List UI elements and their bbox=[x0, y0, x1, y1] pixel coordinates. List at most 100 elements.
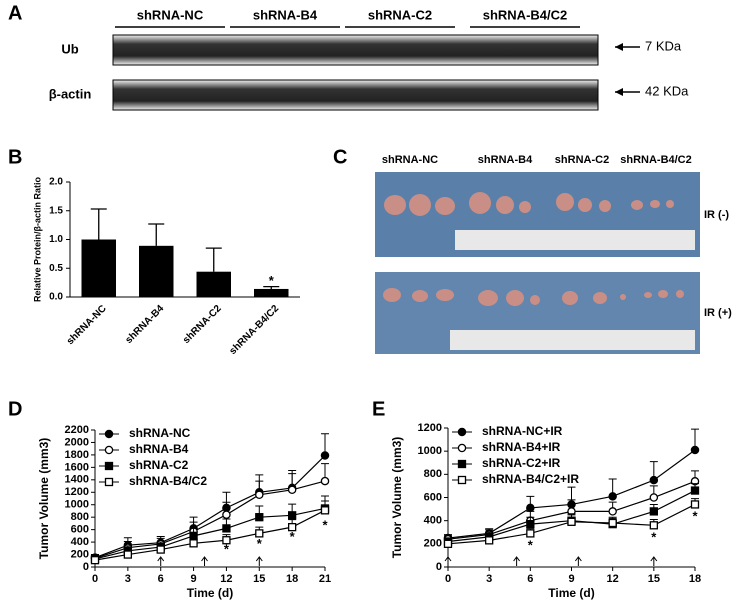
treatment-arrow bbox=[513, 556, 521, 566]
x-tick-label: 12 bbox=[220, 573, 232, 585]
y-tick-label: 2000 bbox=[65, 436, 89, 448]
y-tick-label: 0.0 bbox=[49, 292, 63, 303]
point bbox=[189, 539, 198, 548]
y-tick-label: 1400 bbox=[65, 474, 89, 486]
series-line bbox=[94, 480, 326, 559]
legend-label: shRNA-B4/C2 bbox=[129, 474, 207, 488]
point bbox=[649, 507, 658, 516]
bar bbox=[81, 239, 116, 297]
legend-label: shRNA-B4 bbox=[129, 442, 189, 456]
legend-marker bbox=[104, 429, 114, 439]
photo-group: shRNA-NC bbox=[382, 154, 438, 166]
legend-label: shRNA-NC bbox=[129, 426, 191, 440]
point bbox=[649, 475, 659, 485]
treatment-arrow bbox=[444, 556, 452, 566]
x-tick-label: 6 bbox=[527, 573, 533, 585]
point bbox=[526, 503, 535, 513]
legend-marker bbox=[457, 459, 467, 469]
blot-marker: 7 KDa bbox=[645, 38, 682, 53]
x-tick-label: 18 bbox=[689, 573, 701, 585]
point bbox=[287, 522, 297, 532]
blot-group: shRNA-NC bbox=[137, 7, 204, 22]
annotation: * bbox=[257, 536, 263, 551]
blot-group: shRNA-C2 bbox=[368, 7, 432, 22]
legend-label: shRNA-C2+IR bbox=[482, 456, 561, 470]
legend-marker bbox=[457, 443, 467, 453]
x-axis-label: Time (d) bbox=[187, 586, 233, 600]
treatment-arrow bbox=[201, 556, 208, 566]
error-bar bbox=[90, 208, 107, 240]
annotation: * bbox=[269, 273, 275, 288]
blot-row-label: β-actin bbox=[49, 86, 92, 101]
annotation: * bbox=[528, 538, 534, 553]
x-tick-label: 0 bbox=[92, 573, 98, 585]
annotation: * bbox=[290, 529, 296, 544]
y-tick-label: 1200 bbox=[65, 486, 89, 498]
point bbox=[320, 506, 330, 515]
x-tick-label: 12 bbox=[607, 573, 619, 585]
y-axis-label: Relative Protein/β-actin Ratio bbox=[32, 176, 42, 302]
annotation: * bbox=[692, 509, 698, 524]
y-tick-label: 1.5 bbox=[49, 205, 63, 216]
y-tick-label: 1000 bbox=[418, 445, 442, 457]
treatment-arrow bbox=[574, 556, 582, 566]
x-tick-label: 3 bbox=[125, 573, 131, 585]
y-tick-label: 200 bbox=[71, 548, 89, 560]
annotation: * bbox=[651, 529, 657, 544]
y-axis-label: Tumor Volume (mm3) bbox=[37, 438, 51, 560]
blot-group: shRNA-B4 bbox=[253, 7, 318, 22]
x-tick-label: 6 bbox=[158, 573, 164, 585]
treatment-arrow bbox=[255, 556, 263, 566]
point bbox=[649, 493, 659, 502]
tumors bbox=[383, 192, 684, 306]
ruler bbox=[450, 330, 695, 350]
panel-label: A bbox=[8, 2, 22, 24]
ruler bbox=[455, 230, 695, 250]
y-tick-label: 800 bbox=[424, 468, 442, 480]
error-bar bbox=[263, 286, 280, 289]
point bbox=[287, 485, 297, 495]
x-tick-label: 21 bbox=[319, 573, 331, 585]
blot-marker: 42 KDa bbox=[645, 83, 689, 98]
bar bbox=[254, 288, 289, 297]
y-tick-label: 1.0 bbox=[49, 234, 63, 245]
arrow-head bbox=[615, 88, 623, 96]
legend-label: shRNA-B4/C2+IR bbox=[482, 472, 579, 486]
point bbox=[255, 529, 264, 538]
photo-group: shRNA-B4 bbox=[478, 154, 533, 166]
point bbox=[222, 536, 231, 545]
bar bbox=[139, 245, 174, 297]
point bbox=[485, 536, 494, 545]
photo-row: IR (-) bbox=[704, 209, 729, 221]
point bbox=[608, 507, 617, 516]
y-tick-label: 400 bbox=[71, 536, 89, 548]
legend-label: shRNA-B4+IR bbox=[482, 440, 561, 454]
panel-label: B bbox=[8, 146, 22, 168]
point bbox=[255, 490, 264, 500]
legend-label: shRNA-C2 bbox=[129, 458, 189, 472]
y-tick-label: 1000 bbox=[65, 499, 89, 511]
y-tick-label: 600 bbox=[424, 491, 442, 503]
y-tick-label: 1200 bbox=[418, 422, 442, 434]
series-line bbox=[94, 509, 326, 561]
photo-row: IR (+) bbox=[704, 307, 732, 319]
panel-label: E bbox=[372, 398, 385, 420]
x-tick-label: 15 bbox=[648, 573, 660, 585]
photo-group: shRNA-C2 bbox=[555, 154, 609, 166]
x-tick-label: shRNA-C2 bbox=[181, 303, 224, 346]
y-tick-label: 2200 bbox=[65, 424, 89, 436]
blot-actin bbox=[112, 79, 599, 111]
legend-label: shRNA-NC+IR bbox=[482, 424, 563, 438]
x-tick-label: 3 bbox=[486, 573, 492, 585]
blot-ub bbox=[112, 34, 599, 66]
annotation: * bbox=[322, 517, 328, 532]
photo-group: shRNA-B4/C2 bbox=[620, 154, 692, 166]
point bbox=[90, 556, 100, 565]
point bbox=[287, 511, 297, 520]
x-tick-label: shRNA-B4 bbox=[123, 303, 166, 346]
blot-row-label: Ub bbox=[61, 41, 78, 56]
point bbox=[123, 550, 133, 559]
blot-group: shRNA-B4/C2 bbox=[483, 7, 568, 22]
y-tick-label: 0 bbox=[83, 561, 89, 573]
